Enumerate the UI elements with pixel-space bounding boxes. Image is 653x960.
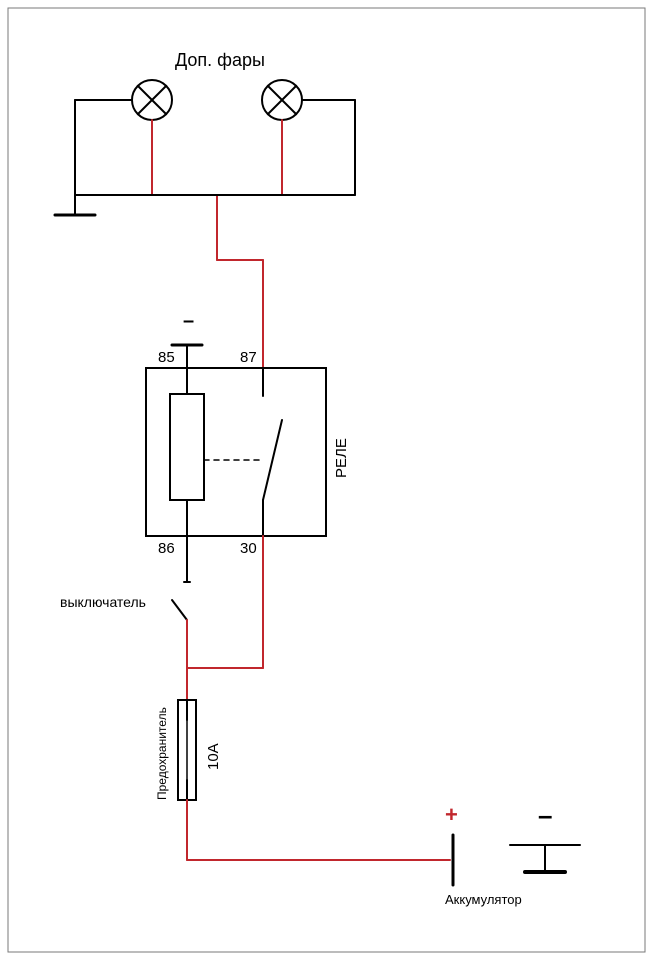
label-minus: – — [538, 800, 552, 831]
label-fuse-rating: 10А — [205, 743, 222, 770]
diagram-canvas: Доп. фары 85 87 86 30 РЕЛЕ выключатель П… — [0, 0, 653, 960]
label-plus: + — [445, 802, 458, 828]
label-pin-86: 86 — [158, 540, 175, 557]
label-pin-87: 87 — [240, 349, 257, 366]
label-battery: Аккумулятор — [445, 892, 522, 907]
wiring-svg — [0, 0, 653, 960]
label-pin-85: 85 — [158, 349, 175, 366]
label-relay: РЕЛЕ — [333, 438, 350, 478]
label-switch: выключатель — [60, 594, 146, 610]
label-pin-30: 30 — [240, 540, 257, 557]
label-fuse-name: Предохранитель — [155, 707, 169, 800]
label-coil-minus: – — [183, 310, 194, 333]
label-lamps-title: Доп. фары — [175, 50, 265, 71]
